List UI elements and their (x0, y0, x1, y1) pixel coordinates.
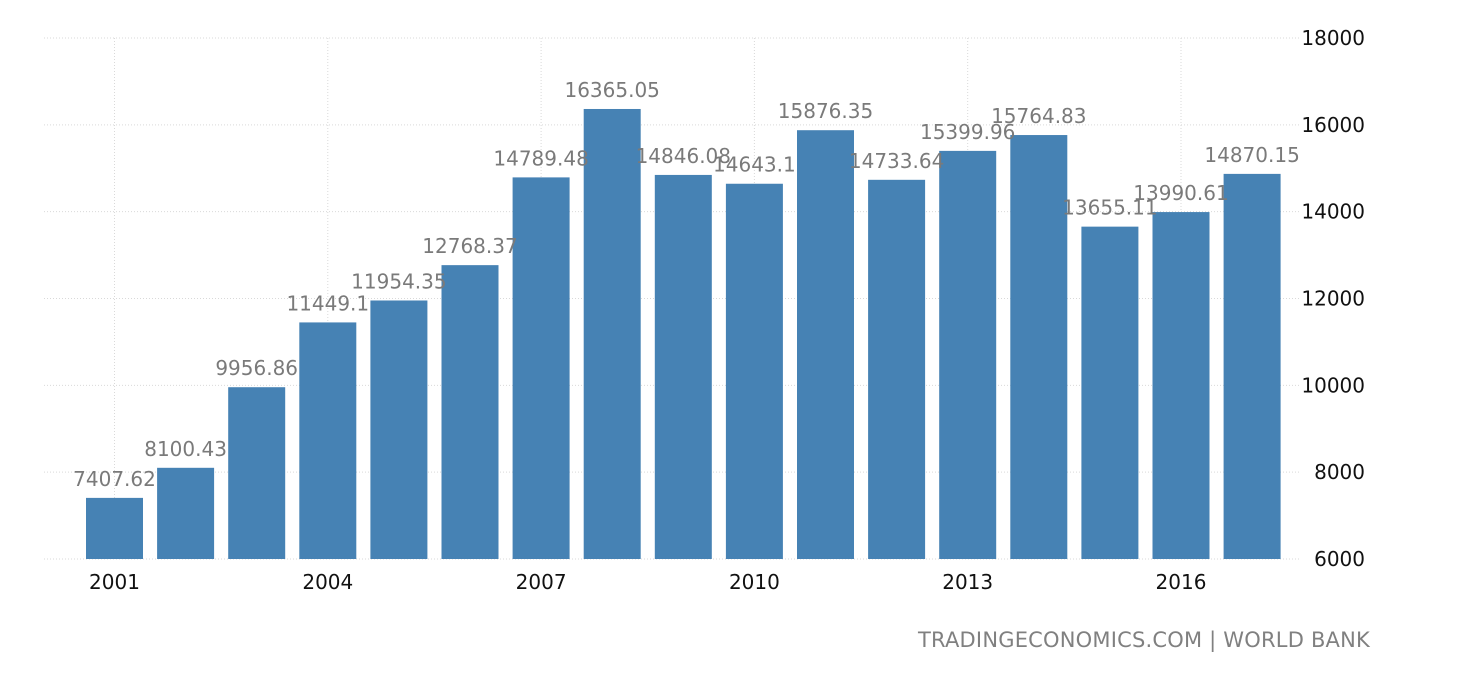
data-label-2014: 15764.83 (991, 104, 1086, 128)
data-label-2004: 11449.1 (286, 291, 369, 315)
data-label-2001: 7407.62 (73, 467, 156, 491)
data-label-2007: 14789.48 (493, 146, 588, 170)
data-label-2006: 12768.37 (422, 234, 517, 258)
bar-2004 (299, 322, 357, 559)
y-axis: 6000 8000 10000 12000 14000 16000 18000 (1301, 26, 1365, 571)
bar-2011 (797, 130, 854, 560)
bars (86, 108, 1281, 560)
y-tick-label: 14000 (1301, 200, 1365, 224)
x-tick-label: 2001 (89, 570, 140, 594)
data-label-2003: 9956.86 (215, 356, 298, 380)
bar-2012 (868, 179, 926, 560)
y-tick-label: 16000 (1301, 113, 1365, 137)
data-label-2005: 11954.35 (351, 269, 446, 293)
x-axis: 2001 2004 2007 2010 2013 2016 (89, 570, 1206, 594)
bar-2003 (228, 387, 286, 559)
y-tick-label: 6000 (1314, 547, 1365, 571)
x-tick-label: 2010 (729, 570, 780, 594)
bar-2008 (583, 108, 641, 560)
bar-2002 (157, 467, 215, 559)
bar-2006 (441, 265, 499, 559)
source-attribution: TRADINGECONOMICS.COM | WORLD BANK (918, 628, 1370, 652)
bar-2005 (370, 300, 428, 559)
y-tick-label: 18000 (1301, 26, 1365, 50)
bar-2014 (1010, 135, 1068, 559)
x-tick-label: 2004 (302, 570, 353, 594)
data-label-2010: 14643.1 (713, 153, 796, 177)
x-tick-label: 2013 (942, 570, 993, 594)
data-label-2011: 15876.35 (778, 99, 873, 123)
data-label-2012: 14733.64 (849, 149, 944, 173)
y-tick-label: 8000 (1314, 460, 1365, 484)
y-tick-label: 10000 (1301, 373, 1365, 397)
data-label-2013: 15399.96 (920, 120, 1015, 144)
bar-2001 (86, 497, 143, 559)
bar-2009 (654, 174, 712, 560)
bar-2017 (1223, 173, 1281, 560)
y-tick-label: 12000 (1301, 287, 1365, 311)
data-label-2016: 13990.61 (1133, 181, 1228, 205)
bar-2015 (1081, 226, 1139, 560)
bar-2013 (939, 150, 997, 559)
x-tick-label: 2016 (1156, 570, 1207, 594)
data-label-2002: 8100.43 (144, 437, 227, 461)
bar-2007 (512, 177, 570, 559)
x-tick-label: 2007 (516, 570, 567, 594)
data-label-2009: 14846.08 (636, 144, 731, 168)
bar-2010 (725, 183, 783, 559)
data-label-2017: 14870.15 (1204, 143, 1299, 167)
bar-2016 (1152, 212, 1210, 560)
data-label-2015: 13655.11 (1062, 196, 1157, 220)
data-label-2008: 16365.05 (564, 78, 659, 102)
